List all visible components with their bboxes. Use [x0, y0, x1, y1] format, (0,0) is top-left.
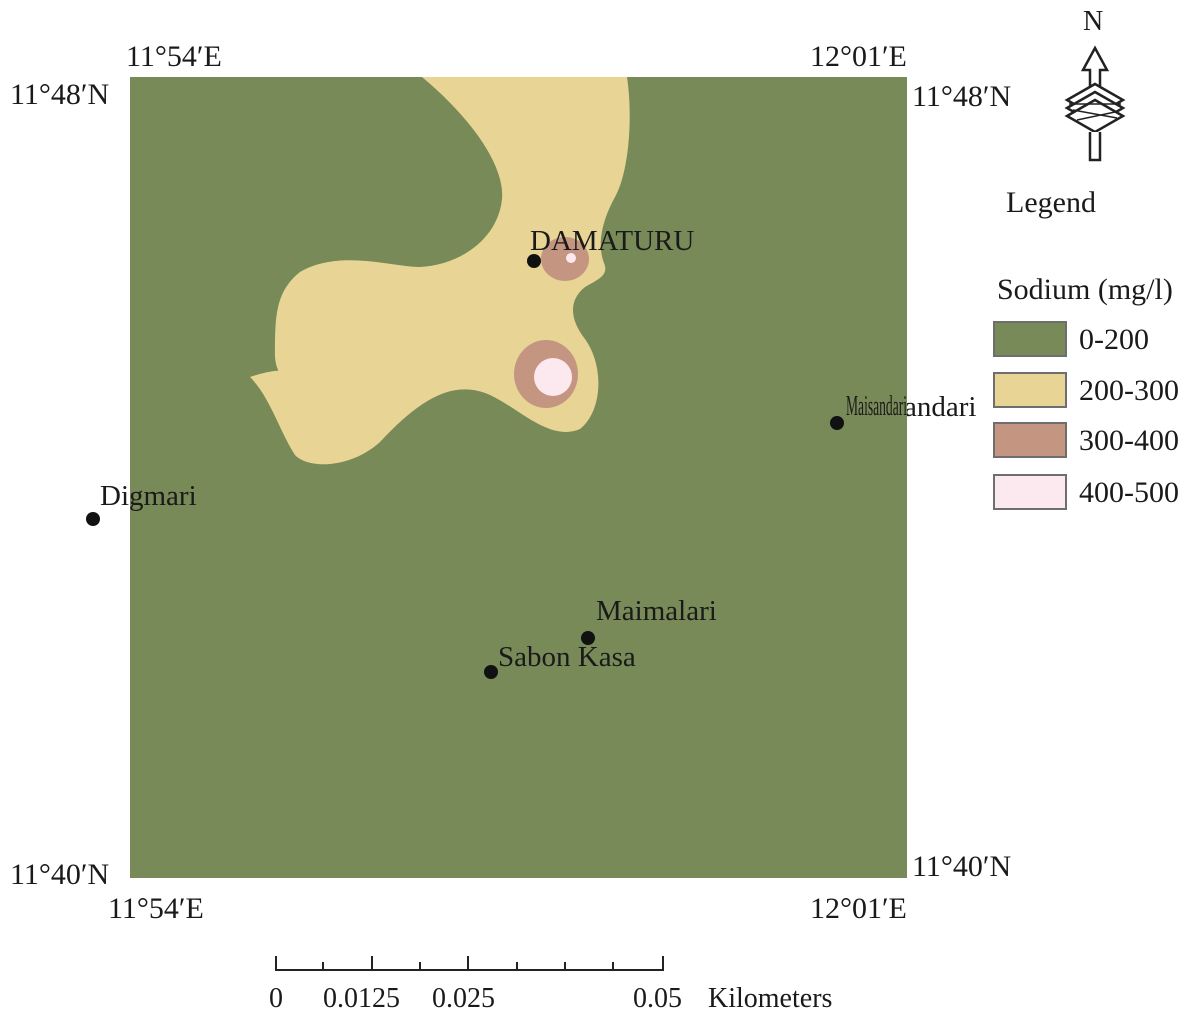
- north-label: N: [1083, 6, 1104, 37]
- scale-bar: 0 0.0125 0.025 0.05 Kilometers: [260, 945, 880, 1015]
- legend-swatch: [993, 321, 1067, 357]
- top-left-longitude: 11°54′E: [126, 40, 222, 73]
- scale-tick-label: 0.025: [432, 983, 495, 1014]
- bottom-right-longitude: 12°01′E: [810, 892, 907, 925]
- scale-tick-label: 0: [269, 983, 283, 1014]
- scale-bar-svg: 0 0.0125 0.025 0.05 Kilometers: [269, 956, 832, 1014]
- town-label-maimalari: Maimalari: [596, 595, 717, 627]
- legend-swatch: [993, 422, 1067, 458]
- town-marker-digmari: [86, 512, 100, 526]
- top-left-latitude: 11°48′N: [10, 78, 110, 111]
- town-label-digmari: Digmari: [100, 480, 197, 512]
- town-marker-maimalari: [581, 631, 595, 645]
- town-label-damaturu: DAMATURU: [530, 225, 694, 257]
- town-marker-damaturu: [527, 254, 541, 268]
- legend-subtitle: Sodium (mg/l): [997, 273, 1173, 306]
- legend-swatch: [993, 474, 1067, 510]
- legend-label: 300-400: [1079, 424, 1179, 457]
- town-marker-maisandari: [830, 416, 844, 430]
- top-right-longitude: 12°01′E: [810, 40, 907, 73]
- scale-tick-label: 0.05: [633, 983, 682, 1014]
- bottom-left-longitude: 11°54′E: [108, 892, 204, 925]
- legend-title: Legend: [1006, 186, 1096, 219]
- sodium-map: DAMATURU Maisandari Maimalari Sabon Kasa: [130, 77, 907, 878]
- legend-item: 200-300: [993, 372, 1193, 412]
- town-label-maisandari: Maisandari: [846, 390, 907, 422]
- legend-swatch: [993, 372, 1067, 408]
- top-right-latitude: 11°48′N: [912, 80, 1012, 113]
- legend-item: 400-500: [993, 474, 1193, 514]
- town-label-sabon-kasa: Sabon Kasa: [498, 641, 636, 673]
- scale-tick-label: 0.0125: [323, 983, 400, 1014]
- town-marker-sabon-kasa: [484, 665, 498, 679]
- zone-400-500-north: [566, 253, 576, 263]
- legend-item: 300-400: [993, 422, 1193, 462]
- north-arrow-icon: [1064, 45, 1126, 162]
- legend-item: 0-200: [993, 321, 1193, 361]
- bottom-right-latitude: 11°40′N: [912, 850, 1012, 883]
- zone-300-400-north: [541, 237, 589, 281]
- north-arrow: N: [1055, 8, 1135, 168]
- zone-400-500-south: [534, 358, 572, 396]
- scale-unit-label: Kilometers: [708, 983, 832, 1014]
- town-label-maisandari-overflow: Maisandari: [907, 393, 977, 422]
- sodium-map-svg: DAMATURU Maisandari Maimalari Sabon Kasa: [130, 77, 907, 878]
- legend-label: 200-300: [1079, 374, 1179, 407]
- legend-label: 0-200: [1079, 323, 1149, 356]
- legend-label: 400-500: [1079, 476, 1179, 509]
- bottom-left-latitude: 11°40′N: [10, 858, 110, 891]
